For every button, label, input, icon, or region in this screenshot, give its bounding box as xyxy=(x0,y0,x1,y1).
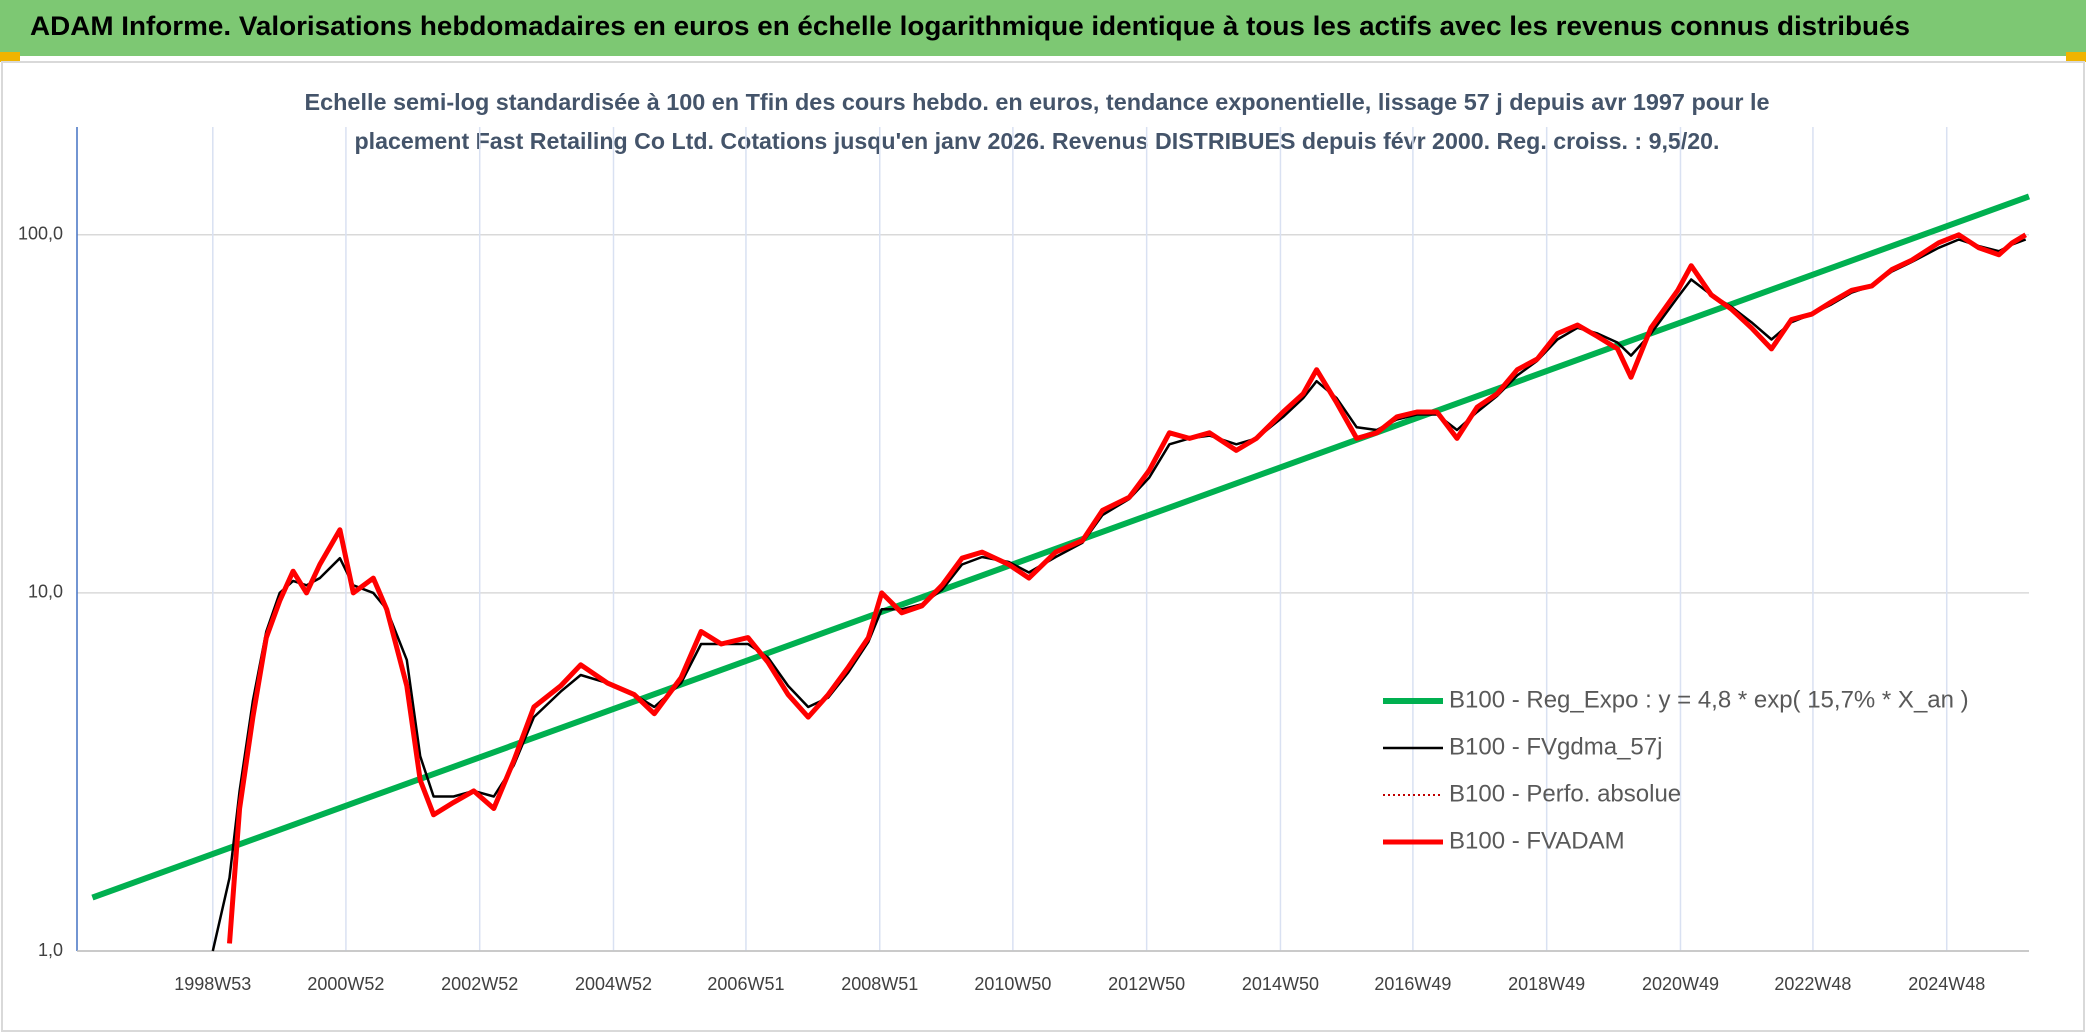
x-tick-label: 2008W51 xyxy=(841,974,918,994)
x-tick-label: 2014W50 xyxy=(1242,974,1319,994)
frame xyxy=(1,61,2085,1032)
x-tick-label: 2020W49 xyxy=(1642,974,1719,994)
legend-label: B100 - Perfo. absolue xyxy=(1449,780,1681,807)
y-tick-label: 100,0 xyxy=(18,224,63,244)
series-line xyxy=(91,193,2031,901)
x-tick-label: 2012W50 xyxy=(1108,974,1185,994)
x-tick-label: 1998W53 xyxy=(174,974,251,994)
legend-label: B100 - Reg_Expo : y = 4,8 * exp( 15,7% *… xyxy=(1449,686,1969,713)
legend-label: B100 - FVgdma_57j xyxy=(1449,733,1662,760)
x-tick-label: 2016W49 xyxy=(1374,974,1451,994)
legend-label: B100 - FVADAM xyxy=(1449,827,1625,854)
y-tick-label: 1,0 xyxy=(38,940,63,960)
series-line xyxy=(227,232,2027,944)
x-tick-label: 2022W48 xyxy=(1774,974,1851,994)
x-tick-label: 2024W48 xyxy=(1908,974,1985,994)
chart-subtitle: placement Fast Retailing Co Ltd. Cotatio… xyxy=(355,128,1720,154)
x-tick-label: 2004W52 xyxy=(575,974,652,994)
x-tick-label: 2018W49 xyxy=(1508,974,1585,994)
corner-left xyxy=(0,52,20,62)
chart-title: ADAM Informe. Valorisations hebdomadaire… xyxy=(30,11,1910,41)
title-bar xyxy=(0,0,2086,56)
x-tick-label: 2000W52 xyxy=(307,974,384,994)
y-tick-label: 10,0 xyxy=(28,582,63,602)
x-tick-label: 2006W51 xyxy=(707,974,784,994)
x-tick-label: 2010W50 xyxy=(974,974,1051,994)
corner-right xyxy=(2066,52,2086,62)
chart-subtitle: Echelle semi-log standardisée à 100 en T… xyxy=(305,89,1770,115)
x-tick-label: 2002W52 xyxy=(441,974,518,994)
